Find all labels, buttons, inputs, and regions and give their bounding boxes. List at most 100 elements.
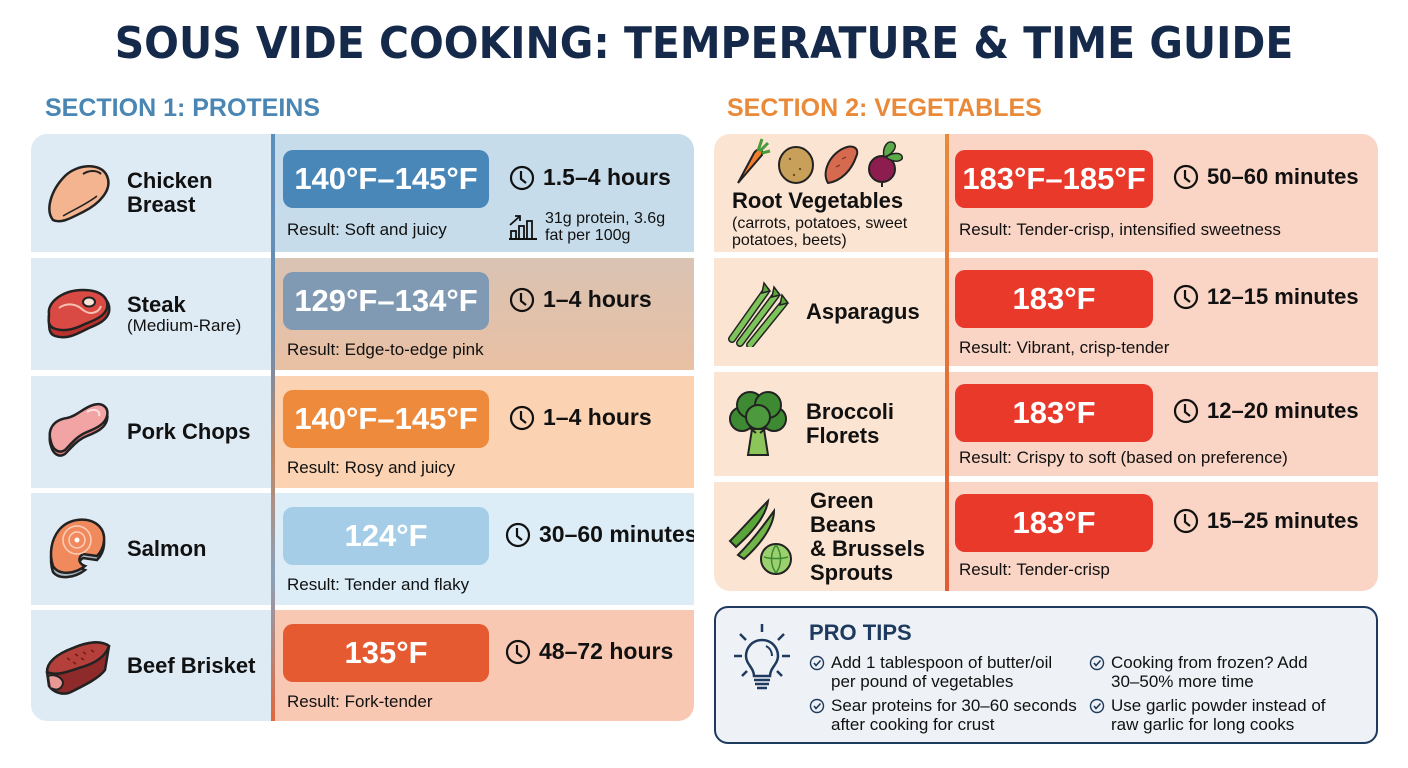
food-name-line2: Breast — [127, 192, 196, 217]
data-cell: 183°F 12–20 minutes Result: Crispy to so… — [945, 372, 1378, 476]
pro-tips-box: PRO TIPS Add 1 tablespoon of butter/oil … — [714, 606, 1378, 744]
cook-time: 12–15 minutes — [1173, 284, 1359, 310]
food-label-cell: Root Vegetables (carrots, potatoes, swee… — [714, 134, 945, 252]
clock-icon — [1173, 164, 1199, 190]
cook-time-text: 1–4 hours — [543, 404, 652, 430]
result-text: Result: Rosy and juicy — [287, 458, 456, 477]
result-text: Result: Soft and juicy — [287, 220, 447, 239]
cook-time-text: 1–4 hours — [543, 286, 652, 312]
check-circle-icon — [1089, 698, 1105, 714]
nutrition-line: fat per 100g — [545, 227, 631, 244]
food-label-cell: Chicken Breast — [31, 134, 271, 252]
result-text: Result: Tender-crisp — [959, 560, 1110, 579]
tip-item: Cooking from frozen? Add 30–50% more tim… — [1089, 653, 1308, 691]
food-name: Pork Chops — [127, 419, 251, 444]
tip-text: Add 1 tablespoon of butter/oil — [831, 653, 1053, 672]
tip-text: Cooking from frozen? Add — [1111, 653, 1308, 672]
cook-time: 12–20 minutes — [1173, 398, 1359, 424]
temperature-badge: 140°F–145°F — [283, 390, 489, 448]
food-name: Asparagus — [806, 299, 920, 324]
cook-time: 1–4 hours — [509, 286, 652, 313]
table-row-green-beans-brussels-sprouts: Green Beans & Brussels Sprouts 183°F 15–… — [714, 482, 1378, 591]
column-divider — [271, 134, 275, 721]
clock-icon — [1173, 508, 1199, 534]
proteins-panel: Chicken Breast 140°F–145°F 1.5–4 hours R… — [31, 134, 694, 721]
data-cell: 183°F–185°F 50–60 minutes Result: Tender… — [945, 134, 1378, 252]
table-row-broccoli-florets: Broccoli Florets 183°F 12–20 minutes Res… — [714, 372, 1378, 476]
tip-item: Add 1 tablespoon of butter/oil per pound… — [809, 653, 1052, 691]
table-row-salmon: Salmon 124°F 30–60 minutes Result: Tende… — [31, 493, 694, 605]
table-row-chicken-breast: Chicken Breast 140°F–145°F 1.5–4 hours R… — [31, 134, 694, 252]
temperature-badge: 183°F — [955, 384, 1153, 442]
food-name: Broccoli — [806, 399, 895, 424]
result-text: Result: Edge-to-edge pink — [287, 340, 484, 359]
data-cell: 140°F–145°F 1.5–4 hours Result: Soft and… — [271, 134, 694, 252]
green-beans-brussels-sprouts-icon — [728, 497, 792, 575]
food-label-cell: Beef Brisket — [31, 610, 271, 721]
beef-brisket-icon — [45, 640, 111, 695]
cook-time: 48–72 hours — [505, 638, 673, 665]
result-text: Result: Vibrant, crisp-tender — [959, 338, 1170, 357]
clock-icon — [505, 522, 531, 547]
result-text: Result: Tender and flaky — [287, 575, 470, 594]
tip-text: per pound of vegetables — [831, 672, 1014, 691]
pro-tips-title: PRO TIPS — [809, 620, 912, 645]
data-cell: 129°F–134°F 1–4 hours Result: Edge-to-ed… — [271, 258, 694, 370]
cook-time-text: 1.5–4 hours — [543, 164, 671, 190]
food-label-cell: Salmon — [31, 493, 271, 605]
pork-chop-icon — [48, 403, 109, 457]
clock-icon — [509, 165, 535, 190]
data-cell: 140°F–145°F 1–4 hours Result: Rosy and j… — [271, 376, 694, 488]
root-vegetables-icon — [737, 138, 903, 187]
cook-time: 50–60 minutes — [1173, 164, 1359, 190]
food-name: Beef Brisket — [127, 652, 256, 678]
temperature-badge: 129°F–134°F — [283, 272, 489, 330]
table-row-asparagus: Asparagus 183°F 12–15 minutes Result: Vi… — [714, 258, 1378, 366]
cook-time-text: 50–60 minutes — [1207, 164, 1359, 189]
clock-icon — [1173, 284, 1199, 310]
check-circle-icon — [1089, 655, 1105, 671]
food-label-cell: Asparagus — [714, 258, 945, 366]
clock-icon — [509, 405, 535, 430]
temperature-badge: 183°F–185°F — [955, 150, 1153, 208]
food-subtitle: (carrots, potatoes, sweet potatoes, beet… — [732, 215, 908, 249]
food-name-line2: & Brussels — [810, 535, 925, 561]
result-text: Result: Crispy to soft (based on prefere… — [959, 448, 1288, 467]
check-circle-icon — [809, 698, 825, 714]
data-cell: 183°F 15–25 minutes Result: Tender-crisp — [945, 482, 1378, 591]
food-name: Root Vegetables — [732, 188, 904, 213]
cook-time-text: 15–25 minutes — [1207, 508, 1359, 533]
temperature-badge: 183°F — [955, 270, 1153, 328]
bar-chart-trend-icon — [509, 215, 537, 240]
temperature-badge: 140°F–145°F — [283, 150, 489, 208]
food-name-line2: Florets — [806, 423, 880, 448]
tip-text: Sear proteins for 30–60 seconds — [831, 696, 1077, 715]
temperature-badge: 124°F — [283, 507, 489, 565]
clock-icon — [505, 639, 531, 664]
result-text: Result: Fork-tender — [287, 692, 433, 711]
steak-icon — [47, 288, 111, 339]
lightbulb-icon — [734, 624, 790, 690]
vegetables-panel: Root Vegetables (carrots, potatoes, swee… — [714, 134, 1378, 591]
food-label-cell: Green Beans & Brussels Sprouts — [714, 482, 945, 591]
tip-text: raw garlic for long cooks — [1111, 715, 1295, 734]
food-label-cell: Steak (Medium-Rare) — [31, 258, 271, 370]
tip-text: 30–50% more time — [1111, 672, 1254, 691]
column-divider — [945, 134, 949, 591]
food-name: Chicken — [127, 168, 213, 193]
food-name: Salmon — [127, 536, 207, 561]
cook-time-text: 12–20 minutes — [1207, 398, 1359, 423]
table-row-beef-brisket: Beef Brisket 135°F 48–72 hours Result: F… — [31, 610, 694, 721]
food-subtitle: (Medium-Rare) — [127, 316, 242, 335]
nutrition-info: 31g protein, 3.6g fat per 100g — [507, 210, 665, 244]
cook-time-text: 48–72 hours — [539, 638, 674, 664]
clock-icon — [1173, 398, 1199, 424]
food-name: Steak — [127, 292, 186, 317]
broccoli-icon — [729, 391, 787, 456]
table-row-pork-chops: Pork Chops 140°F–145°F 1–4 hours Result:… — [31, 376, 694, 488]
tip-item: Sear proteins for 30–60 seconds after co… — [809, 696, 1077, 734]
temperature-badge: 183°F — [955, 494, 1153, 552]
data-cell: 124°F 30–60 minutes Result: Tender and f… — [271, 493, 694, 605]
table-row-root-vegetables: Root Vegetables (carrots, potatoes, swee… — [714, 134, 1378, 252]
cook-time: 15–25 minutes — [1173, 508, 1359, 534]
